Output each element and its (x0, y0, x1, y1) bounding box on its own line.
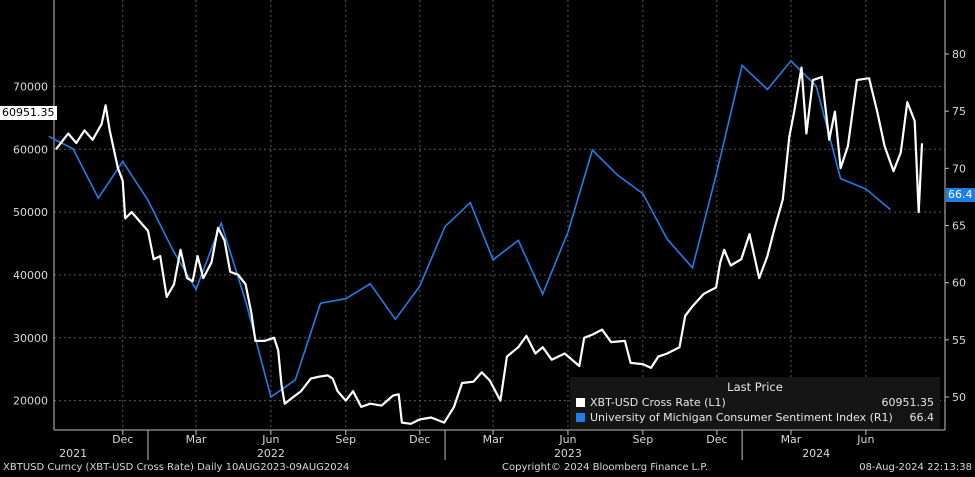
right-tick-label: 55 (952, 334, 966, 347)
footer-security-info: XBTUSD Curncy (XBT-USD Cross Rate) Daily… (3, 462, 350, 473)
left-tick-label: 30000 (13, 332, 48, 345)
x-axis: Dec Mar Jun Sep Dec Mar Jun Sep Dec Mar Jun 2021 202… (54, 429, 945, 460)
right-tick-label: 60 (952, 277, 966, 290)
legend-row-xbt: XBT-USD Cross Rate (L1) 60951.35 (574, 396, 936, 410)
legend-row-sentiment: University of Michigan Consumer Sentimen… (574, 411, 936, 425)
year-label: 2024 (802, 447, 830, 460)
footer-timestamp: 08-Aug-2024 22:13:38 (859, 462, 972, 473)
left-tick-label: 70000 (13, 80, 48, 93)
x-tick-label: Jun (261, 433, 279, 446)
series-line-consumer-sentiment (48, 59, 891, 399)
right-tick-label: 65 (952, 220, 966, 233)
legend-value-sentiment: 66.4 (909, 411, 935, 424)
right-tick-label: 50 (952, 391, 966, 404)
x-tick-label: Mar (483, 433, 504, 446)
x-tick-label: Dec (112, 433, 133, 446)
x-tick-label: Sep (335, 433, 356, 446)
x-tick-label: Dec (409, 433, 430, 446)
left-tick-label: 20000 (13, 395, 48, 408)
legend-swatch-sentiment (576, 413, 585, 422)
right-tick-label: 70 (952, 162, 966, 175)
x-tick-label: Jun (856, 433, 874, 446)
year-label: 2023 (554, 447, 582, 460)
x-tick-label: Sep (632, 433, 653, 446)
series-line-xbt-usd (55, 66, 924, 425)
legend-name-sentiment: University of Michigan Consumer Sentimen… (590, 411, 893, 424)
right-axis: 50 55 60 65 70 75 80 (944, 0, 966, 430)
grid (54, 0, 945, 430)
legend-swatch-xbt (576, 398, 585, 407)
left-last-price-tag: 60951.35 (0, 106, 57, 120)
footer-copyright: Copyright© 2024 Bloomberg Finance L.P. (502, 462, 709, 473)
x-tick-label: Jun (558, 433, 576, 446)
right-tick-label: 75 (952, 105, 966, 118)
legend-value-xbt: 60951.35 (881, 396, 935, 409)
year-label: 2021 (59, 447, 87, 460)
x-tick-label: Dec (706, 433, 727, 446)
right-last-price-tag: 66.4 (946, 188, 975, 202)
left-tick-label: 60000 (13, 143, 48, 156)
year-label: 2022 (257, 447, 285, 460)
right-tick-label: 80 (952, 48, 966, 61)
left-axis: 20000 30000 40000 50000 60000 70000 (13, 0, 55, 430)
x-tick-label: Mar (781, 433, 802, 446)
left-tick-label: 40000 (13, 269, 48, 282)
legend-name-xbt: XBT-USD Cross Rate (L1) (590, 396, 726, 409)
left-tick-label: 50000 (13, 206, 48, 219)
legend: Last Price XBT-USD Cross Rate (L1) 60951… (570, 377, 940, 429)
legend-header: Last Price (727, 380, 783, 394)
x-tick-label: Mar (186, 433, 207, 446)
